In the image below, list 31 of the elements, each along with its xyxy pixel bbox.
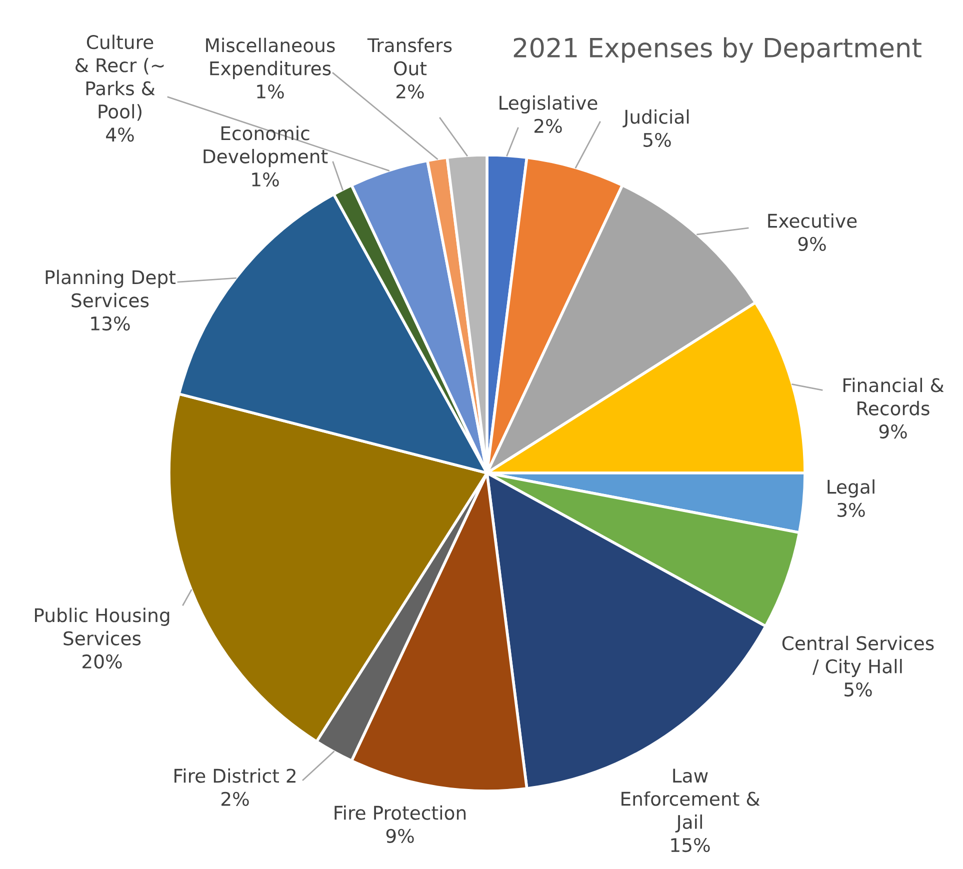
data-label: 2% bbox=[396, 84, 424, 99]
slice-label: Miscellaneous Expenditures bbox=[206, 38, 335, 80]
slice-label: Central Services / City Hall bbox=[782, 636, 934, 678]
slice-label: Economic Development bbox=[204, 126, 328, 168]
slice-label: Judicial bbox=[622, 109, 689, 128]
data-label: 9% bbox=[798, 236, 826, 252]
data-label: 5% bbox=[644, 132, 671, 148]
data-label: 20% bbox=[82, 654, 122, 669]
data-label: 3% bbox=[838, 502, 865, 518]
data-label: 9% bbox=[879, 424, 907, 439]
slice-label: Fire Protection bbox=[334, 805, 466, 820]
data-label: 5% bbox=[844, 682, 872, 697]
data-label: 4% bbox=[106, 128, 134, 142]
data-label: 2% bbox=[222, 792, 249, 806]
slice-label: Fire District 2 bbox=[174, 768, 296, 783]
chart-title: 2021 Expenses by Department bbox=[514, 37, 922, 63]
slice-label: Legislative bbox=[500, 95, 598, 114]
slice-label: Financial & Records bbox=[843, 378, 944, 416]
slice-label: Executive bbox=[768, 213, 857, 228]
data-label: 1% bbox=[252, 172, 279, 187]
slice-label: Culture & Recr (~ Parks & Pool) bbox=[76, 34, 164, 121]
data-label: 15% bbox=[671, 838, 710, 852]
data-label: 1% bbox=[257, 84, 284, 99]
data-label: 2% bbox=[534, 118, 562, 134]
slice-label: Planning Dept Services bbox=[46, 270, 176, 308]
slice-label: Legal bbox=[828, 479, 874, 498]
slice-label: Transfers Out bbox=[367, 38, 452, 76]
slice-label: Law Enforcement & Jail bbox=[622, 768, 760, 832]
data-label: 13% bbox=[91, 316, 130, 331]
slice-label: Public Housing Services bbox=[35, 608, 170, 646]
data-label: 9% bbox=[386, 828, 414, 844]
